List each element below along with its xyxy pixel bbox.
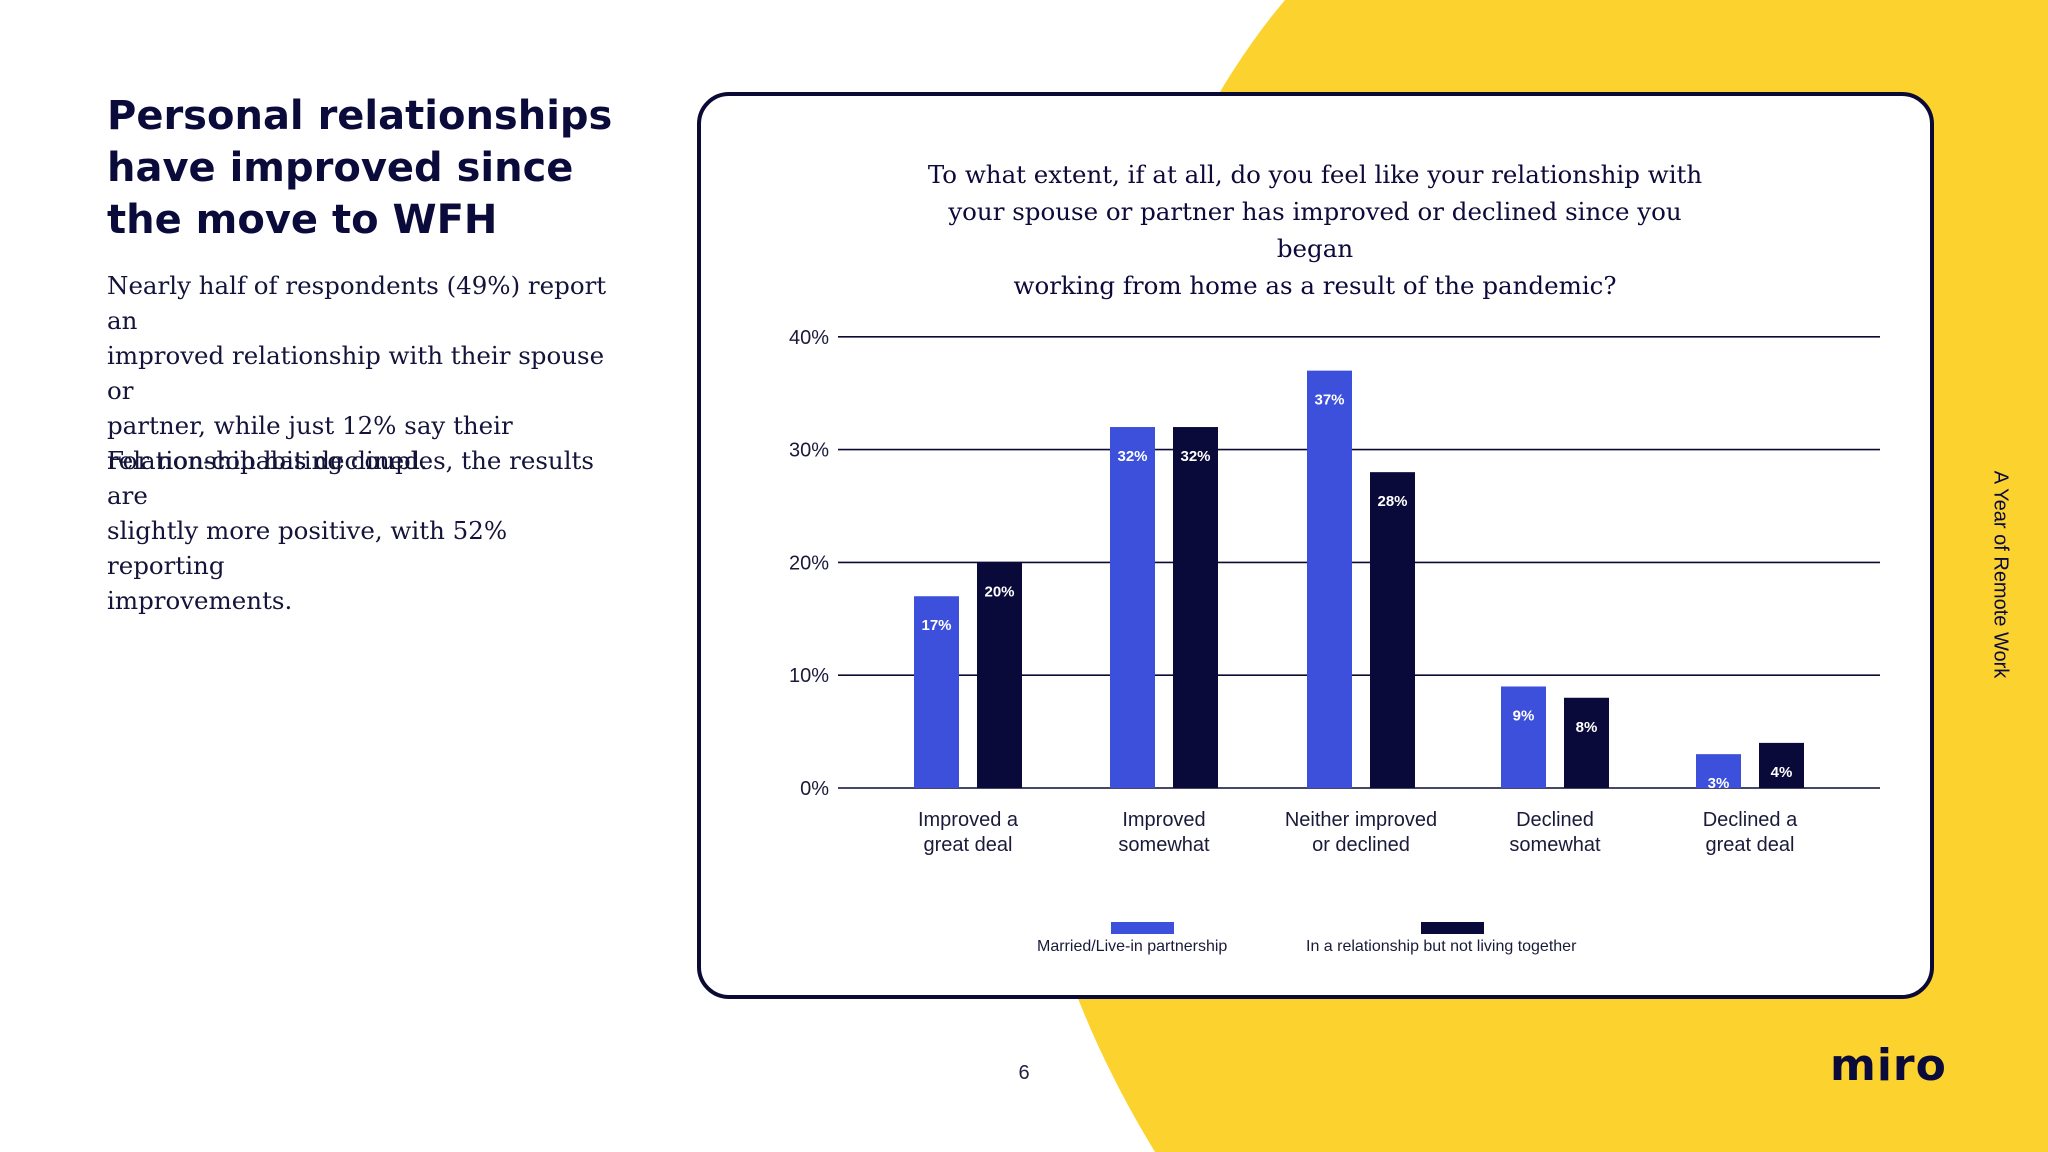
x-category-label: great deal: [1706, 834, 1795, 856]
x-category-label: great deal: [924, 834, 1013, 856]
bar: [1564, 697, 1609, 788]
bar-data-label: 37%: [1314, 392, 1344, 409]
x-category-label: Improved a: [918, 809, 1019, 831]
bar-data-label: 32%: [1180, 448, 1210, 465]
miro-logo: miro: [1830, 1040, 1947, 1091]
legend-swatch-not-living-together: [1421, 922, 1484, 934]
bar: [977, 562, 1022, 788]
bar-data-label: 32%: [1117, 448, 1147, 465]
bar-data-label: 9%: [1513, 707, 1535, 724]
noncohabiting-line: slightly more positive, with 52% reporti…: [107, 516, 508, 580]
bar-data-label: 4%: [1771, 764, 1793, 781]
chart-title-line: working from home as a result of the pan…: [1013, 271, 1617, 300]
report-side-title: A Year of Remote Work: [1989, 470, 2012, 679]
noncohabiting-paragraph: For non-cohabiting couples, the results …: [107, 443, 627, 618]
legend-label-not-living-together: In a relationship but not living togethe…: [1306, 938, 1577, 955]
y-tick-label: 40%: [789, 327, 829, 349]
bar-data-label: 8%: [1576, 719, 1598, 736]
bar: [1307, 370, 1352, 788]
chart-title: To what extent, if at all, do you feel l…: [910, 156, 1720, 304]
bar-data-label: 3%: [1708, 775, 1730, 792]
x-category-label: Declined a: [1703, 809, 1798, 831]
y-tick-label: 30%: [789, 440, 829, 462]
x-category-label: somewhat: [1509, 834, 1601, 856]
page-title-line: Personal relationships: [107, 93, 613, 139]
bar: [1370, 472, 1415, 788]
bar-data-label: 17%: [921, 617, 951, 634]
summary-line: Nearly half of respondents (49%) report …: [107, 271, 607, 335]
summary-line: partner, while just 12% say their: [107, 411, 513, 440]
noncohabiting-line: improvements.: [107, 586, 293, 615]
bar: [1173, 427, 1218, 788]
bar: [914, 596, 959, 788]
bar: [1759, 742, 1804, 788]
y-tick-label: 10%: [789, 665, 829, 687]
x-category-label: Improved: [1122, 809, 1205, 831]
x-category-label: somewhat: [1118, 834, 1210, 856]
chart-title-line: your spouse or partner has improved or d…: [948, 197, 1682, 263]
page-title: Personal relationships have improved sin…: [107, 90, 667, 246]
bar-data-label: 28%: [1377, 493, 1407, 510]
noncohabiting-line: For non-cohabiting couples, the results …: [107, 446, 594, 510]
x-category-label: Neither improved: [1285, 809, 1437, 831]
page-number: 6: [1018, 1062, 1030, 1084]
legend-label-married: Married/Live-in partnership: [1037, 938, 1228, 955]
summary-line: improved relationship with their spouse …: [107, 341, 605, 405]
legend-swatch-married: [1111, 922, 1174, 934]
y-tick-label: 20%: [789, 552, 829, 574]
page-title-line: have improved since: [107, 145, 574, 191]
summary-line: relationship has declined.: [107, 446, 428, 475]
summary-paragraph: Nearly half of respondents (49%) report …: [107, 268, 627, 478]
bar: [1696, 754, 1741, 788]
bar: [1110, 427, 1155, 788]
page-title-line: the move to WFH: [107, 197, 498, 243]
x-category-label: or declined: [1312, 834, 1410, 856]
x-category-label: Declined: [1516, 809, 1594, 831]
chart-title-line: To what extent, if at all, do you feel l…: [927, 160, 1703, 189]
bar-data-label: 20%: [984, 583, 1014, 600]
y-tick-label: 0%: [800, 778, 829, 800]
bar: [1501, 686, 1546, 788]
